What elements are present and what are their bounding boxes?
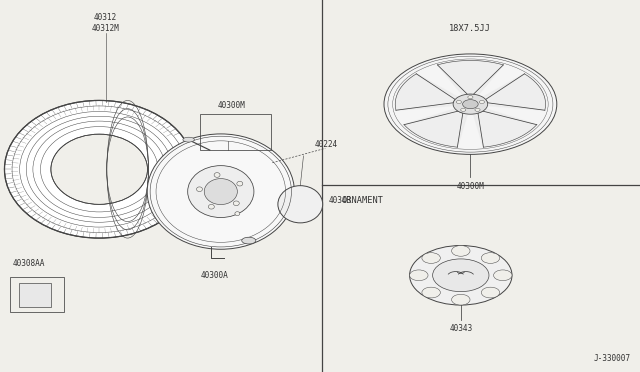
Bar bbox=[10, 277, 64, 312]
Text: J-330007: J-330007 bbox=[593, 354, 630, 363]
Circle shape bbox=[479, 100, 484, 103]
Polygon shape bbox=[483, 74, 545, 110]
Text: 40300A: 40300A bbox=[200, 271, 228, 280]
Ellipse shape bbox=[204, 179, 237, 205]
Circle shape bbox=[468, 96, 473, 99]
Ellipse shape bbox=[234, 201, 239, 206]
Circle shape bbox=[481, 287, 500, 298]
Text: 40300M: 40300M bbox=[456, 182, 484, 191]
Text: ORNAMENT: ORNAMENT bbox=[341, 196, 383, 205]
Text: 40312
40312M: 40312 40312M bbox=[92, 13, 120, 33]
Circle shape bbox=[384, 54, 557, 154]
Bar bbox=[200, 114, 271, 150]
Bar bbox=[19, 283, 51, 307]
Polygon shape bbox=[438, 61, 503, 95]
Circle shape bbox=[481, 253, 500, 263]
Ellipse shape bbox=[4, 100, 194, 238]
Text: 40343: 40343 bbox=[329, 196, 352, 205]
Ellipse shape bbox=[147, 134, 294, 249]
Polygon shape bbox=[396, 74, 458, 110]
Circle shape bbox=[452, 294, 470, 305]
Circle shape bbox=[410, 246, 512, 305]
Text: 40224: 40224 bbox=[315, 140, 338, 149]
Ellipse shape bbox=[196, 187, 202, 192]
Circle shape bbox=[422, 253, 440, 263]
Ellipse shape bbox=[214, 173, 220, 177]
Text: 40308AA: 40308AA bbox=[13, 259, 45, 268]
Text: 40300M: 40300M bbox=[218, 101, 246, 110]
Circle shape bbox=[456, 100, 461, 103]
Polygon shape bbox=[474, 109, 537, 147]
Circle shape bbox=[463, 100, 478, 109]
Ellipse shape bbox=[237, 181, 243, 186]
Circle shape bbox=[422, 287, 440, 298]
Circle shape bbox=[493, 270, 512, 280]
Ellipse shape bbox=[188, 166, 254, 218]
Circle shape bbox=[452, 246, 470, 256]
Ellipse shape bbox=[51, 134, 147, 204]
Circle shape bbox=[453, 94, 488, 114]
Ellipse shape bbox=[242, 237, 256, 244]
Ellipse shape bbox=[183, 137, 195, 142]
Polygon shape bbox=[404, 109, 467, 147]
Ellipse shape bbox=[235, 212, 240, 216]
Circle shape bbox=[410, 270, 428, 280]
Ellipse shape bbox=[209, 204, 214, 209]
Circle shape bbox=[475, 108, 480, 111]
Ellipse shape bbox=[278, 186, 323, 223]
Text: 18X7.5JJ: 18X7.5JJ bbox=[449, 25, 492, 33]
Text: 40343: 40343 bbox=[449, 324, 472, 333]
Text: 40311: 40311 bbox=[217, 147, 240, 156]
Circle shape bbox=[433, 259, 489, 292]
Circle shape bbox=[461, 108, 466, 111]
